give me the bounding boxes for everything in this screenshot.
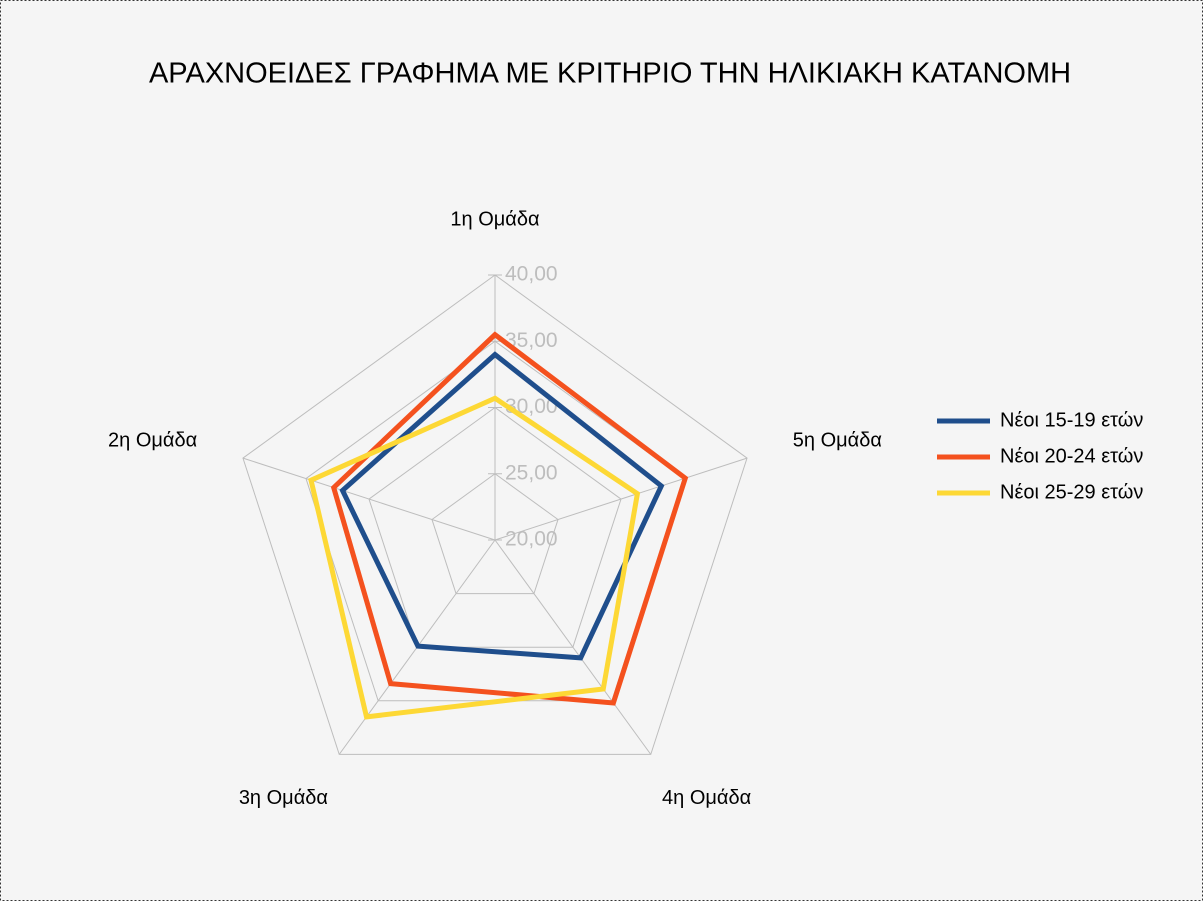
y-tick-label: 25,00 — [505, 461, 558, 484]
y-tick-label: 20,00 — [505, 528, 558, 551]
series-line — [308, 395, 641, 720]
y-tick-label: 40,00 — [505, 263, 558, 286]
grid-line — [431, 473, 559, 595]
legend-label: Νέοι 20-24 ετών — [1000, 445, 1143, 467]
category-label: 5η Ομάδα — [793, 429, 882, 451]
spoke — [494, 457, 748, 541]
legend-label: Νέοι 15-19 ετών — [1000, 409, 1143, 431]
grid-line — [242, 274, 748, 755]
spoke — [494, 539, 652, 755]
category-label: 1η Ομάδα — [450, 208, 539, 230]
category-label: 2η Ομάδα — [108, 429, 197, 451]
category-label: 3η Ομάδα — [239, 787, 328, 809]
spoke — [242, 457, 496, 541]
legend-label: Νέοι 25-29 ετών — [1000, 481, 1143, 503]
series-line — [339, 351, 665, 661]
category-label: 4η Ομάδα — [662, 787, 751, 809]
series-line — [330, 331, 689, 706]
chart-title: ΑΡΑΧΝΟΕΙΔΕΣ ΓΡΑΦΗΜΑ ΜΕ ΚΡΙΤΗΡΙΟ ΤΗΝ ΗΛΙΚ… — [149, 58, 1071, 90]
grid-line — [368, 406, 622, 648]
y-tick-label: 35,00 — [505, 329, 558, 352]
